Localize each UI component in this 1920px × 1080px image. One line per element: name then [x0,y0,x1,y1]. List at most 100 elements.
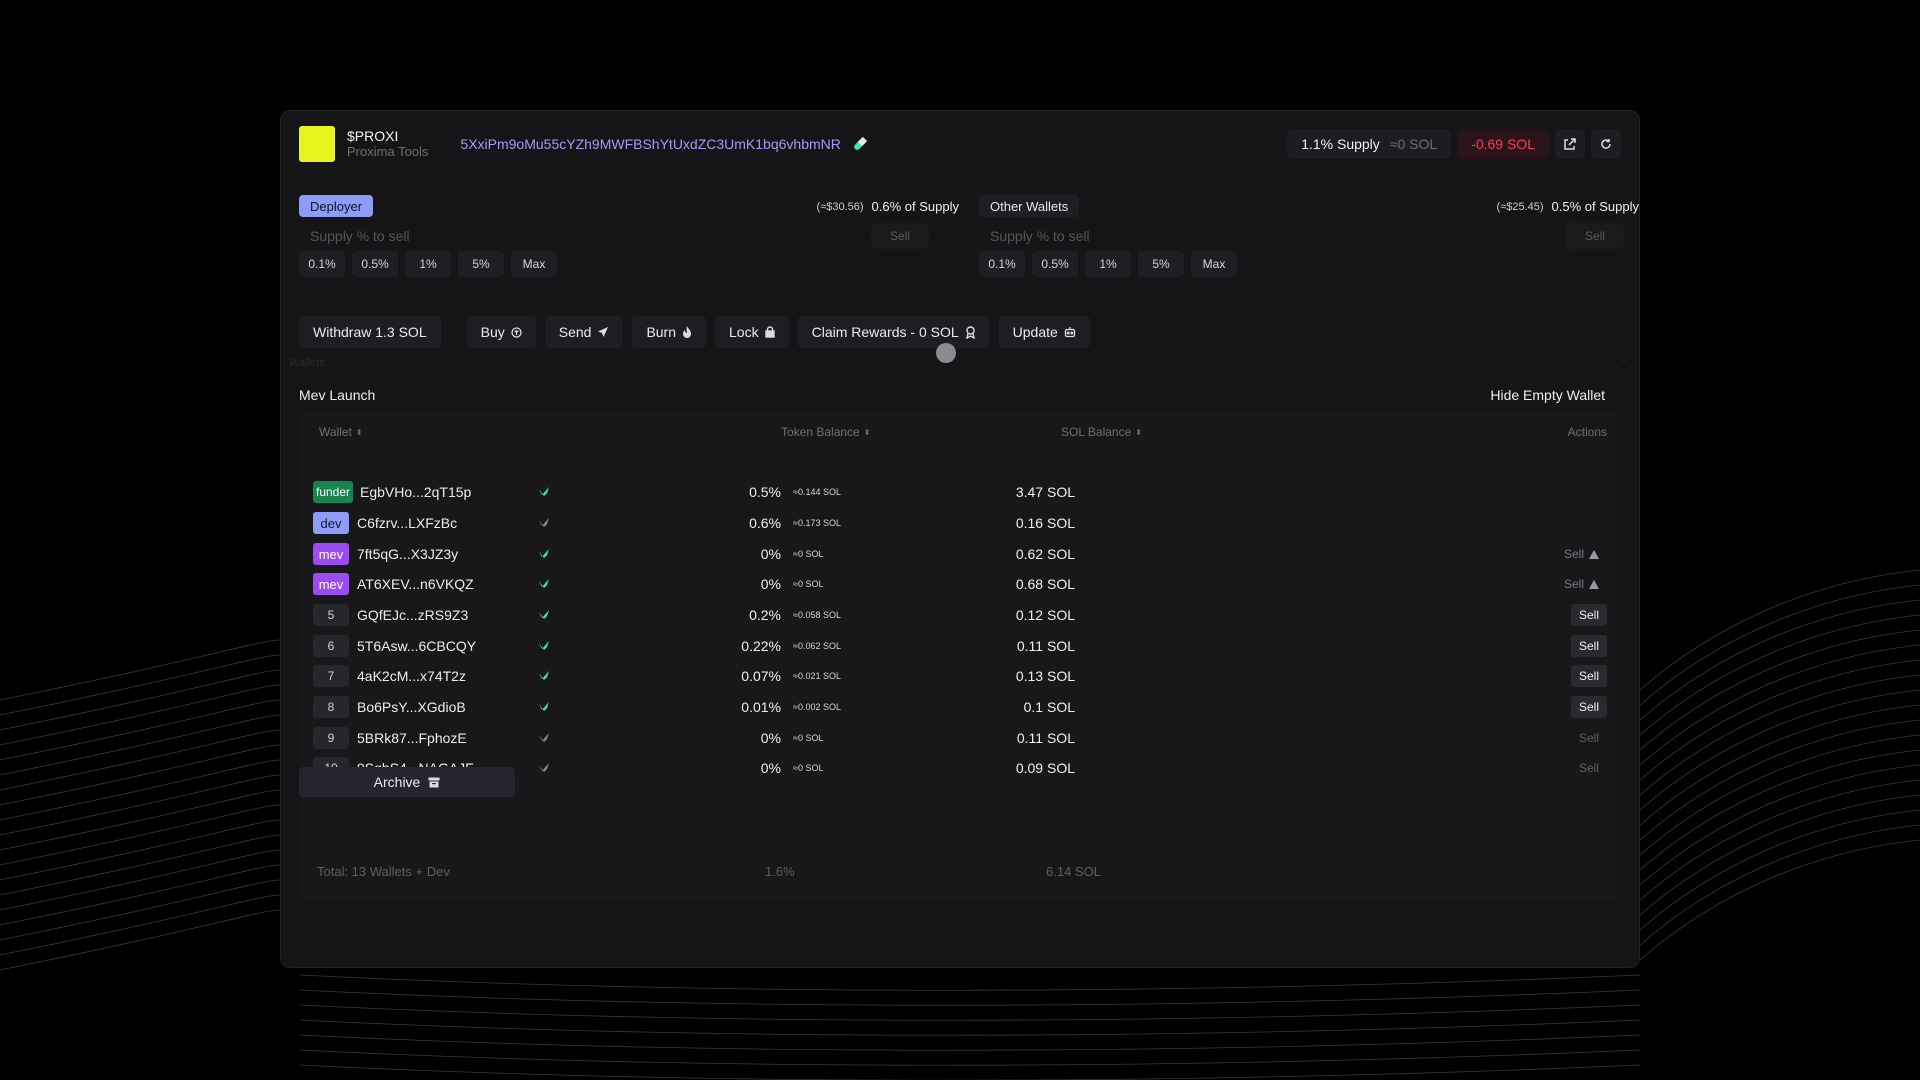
chevron-up-icon[interactable]: ⌃ [1619,358,1629,370]
share-icon[interactable] [1555,129,1585,159]
col-wallet[interactable]: Wallet ⬍ [319,425,363,439]
wallet-address[interactable]: Bo6PsY...XGdioB [357,699,466,715]
token-balance-percent: 0% [760,760,781,776]
hide-empty-wallet-toggle[interactable]: Hide Empty Wallet [1490,387,1605,403]
row-sell-label: Sell [1578,731,1599,745]
update-button[interactable]: Update [998,316,1090,348]
lock-label: Lock [729,324,759,340]
wallet-badge: 7 [313,665,349,687]
sol-balance: 0.09 SOL [1015,760,1075,776]
other-preset-0.5[interactable]: 0.5% [1032,251,1078,277]
action-toolbar: Withdraw 1.3 SOL Buy Send Burn Lock Clai… [299,316,1099,348]
wallet-badge: 9 [313,727,349,749]
supply-summary: 1.1% Supply ≈0 SOL [1287,129,1452,159]
warning-icon [1589,579,1599,589]
row-sell-button[interactable]: Sell [1570,696,1607,718]
wallet-badge: dev [313,512,349,534]
verified-icon [539,487,549,496]
table-row: 8 Bo6PsY...XGdioB 0.01% ≈0.002 SOL 0.1 SOL Se… [301,692,1617,722]
wallet-address[interactable]: 4aK2cM...x74T2z [357,668,466,684]
verified-icon [539,610,549,619]
row-sell-label: Sell [1578,700,1599,714]
row-sell-button[interactable]: Sell [1556,543,1607,565]
total-percent: 1.6% [765,864,795,879]
token-balance-percent: 0.2% [749,607,781,623]
deployer-tag: Deployer [299,195,374,217]
buy-label: Buy [480,324,505,340]
sol-balance: 3.47 SOL [1015,484,1075,500]
send-button[interactable]: Send [544,316,624,348]
row-sell-label: Sell [1578,608,1599,622]
deployer-supply-input[interactable]: Supply % to sell [310,228,410,244]
lock-button[interactable]: Lock [715,316,789,348]
wallet-address[interactable]: 5T6Asw...6CBCQY [357,638,477,654]
row-sell-button[interactable]: Sell [1570,665,1607,687]
warning-icon [1589,549,1599,559]
verified-icon [539,702,549,711]
sol-balance: 0.11 SOL [1016,730,1075,746]
verified-icon [539,549,549,558]
wallet-address[interactable]: AT6XEV...n6VKQZ [357,576,474,592]
refresh-icon[interactable] [1591,129,1621,159]
wallet-address[interactable]: GQfEJc...zRS9Z3 [357,607,469,623]
row-sell-button[interactable]: Sell [1570,635,1607,657]
other-preset-5[interactable]: 5% [1138,251,1184,277]
token-balance-sol: ≈0 SOL [793,579,824,589]
deployer-preset-0.5[interactable]: 0.5% [352,251,398,277]
deployer-holdings: (≈$30.56) 0.6% of Supply [817,199,959,214]
sol-balance: 0.1 SOL [1023,699,1075,715]
other-wallets-supply-input[interactable]: Supply % to sell [990,228,1090,244]
archive-icon [428,777,440,787]
table-row: 5 GQfEJc...zRS9Z3 0.2% ≈0.058 SOL 0.12 SOL Se… [301,600,1617,630]
sol-balance: 0.16 SOL [1015,515,1075,531]
other-wallets-holdings: (≈$25.45) 0.5% of Supply [1497,199,1639,214]
col-token-balance[interactable]: Token Balance ⬍ [781,425,870,439]
wallet-address[interactable]: C6fzrv...LXFzBc [357,515,458,531]
wallet-address[interactable]: 5BRk87...FphozE [357,730,467,746]
wallet-badge: 6 [313,635,349,657]
col-wallet-label: Wallet [319,425,352,439]
deployer-preset-0.1[interactable]: 0.1% [299,251,345,277]
wallet-badge: mev [313,543,349,565]
wallet-address[interactable]: EgbVHo...2qT15p [360,484,472,500]
archive-button[interactable]: Archive [299,767,515,797]
token-balance-percent: 0.6% [749,515,781,531]
row-sell-button[interactable]: Sell [1570,604,1607,626]
archive-label: Archive [373,774,421,790]
table-row: dev C6fzrv...LXFzBc 0.6% ≈0.173 SOL 0.16 SOL [301,508,1617,538]
pill-icon[interactable] [851,135,869,153]
lock-icon [764,326,775,338]
deployer-sell-button[interactable]: Sell [871,223,929,249]
deployer-preset-max[interactable]: Max [511,251,557,277]
row-sell-label: Sell [1578,761,1599,775]
other-preset-0.1[interactable]: 0.1% [979,251,1025,277]
burn-label: Burn [646,324,677,340]
verified-icon [539,641,549,650]
withdraw-button[interactable]: Withdraw 1.3 SOL [299,316,441,348]
award-icon [965,325,975,339]
token-address-link[interactable]: 5XxiPm9oMu55cYZh9MWFBShYtUxdZC3UmK1bq6vh… [460,136,841,152]
other-preset-1[interactable]: 1% [1085,251,1131,277]
claim-rewards-label: Claim Rewards - 0 SOL [811,324,959,340]
verified-icon [539,579,549,588]
burn-button[interactable]: Burn [632,316,707,348]
sol-balance: 0.62 SOL [1015,546,1075,562]
row-sell-button[interactable]: Sell [1571,727,1607,749]
other-preset-max[interactable]: Max [1191,251,1237,277]
claim-rewards-button[interactable]: Claim Rewards - 0 SOL [797,316,990,348]
token-balance-percent: 0.01% [741,699,781,715]
token-balance-sol: ≈0.002 SOL [793,702,841,712]
deployer-preset-1[interactable]: 1% [405,251,451,277]
col-sol-balance[interactable]: SOL Balance ⬍ [1061,425,1142,439]
token-header: $PROXI Proxima Tools 5XxiPm9oMu55cYZh9MW… [299,123,1621,165]
row-sell-button[interactable]: Sell [1556,573,1607,595]
table-header: Wallet ⬍ Token Balance ⬍ SOL Balance ⬍ Acti… [301,425,1617,441]
token-balance-sol: ≈0 SOL [793,763,824,773]
wallet-address[interactable]: 7ft5qG...X3JZ3y [357,546,459,562]
buy-button[interactable]: Buy [466,316,536,348]
deployer-sell-section: Deployer (≈$30.56) 0.6% of Supply Supply… [299,195,959,295]
row-sell-button[interactable]: Sell [1571,757,1607,779]
deployer-preset-5[interactable]: 5% [458,251,504,277]
other-wallets-sell-button[interactable]: Sell [1566,223,1624,249]
